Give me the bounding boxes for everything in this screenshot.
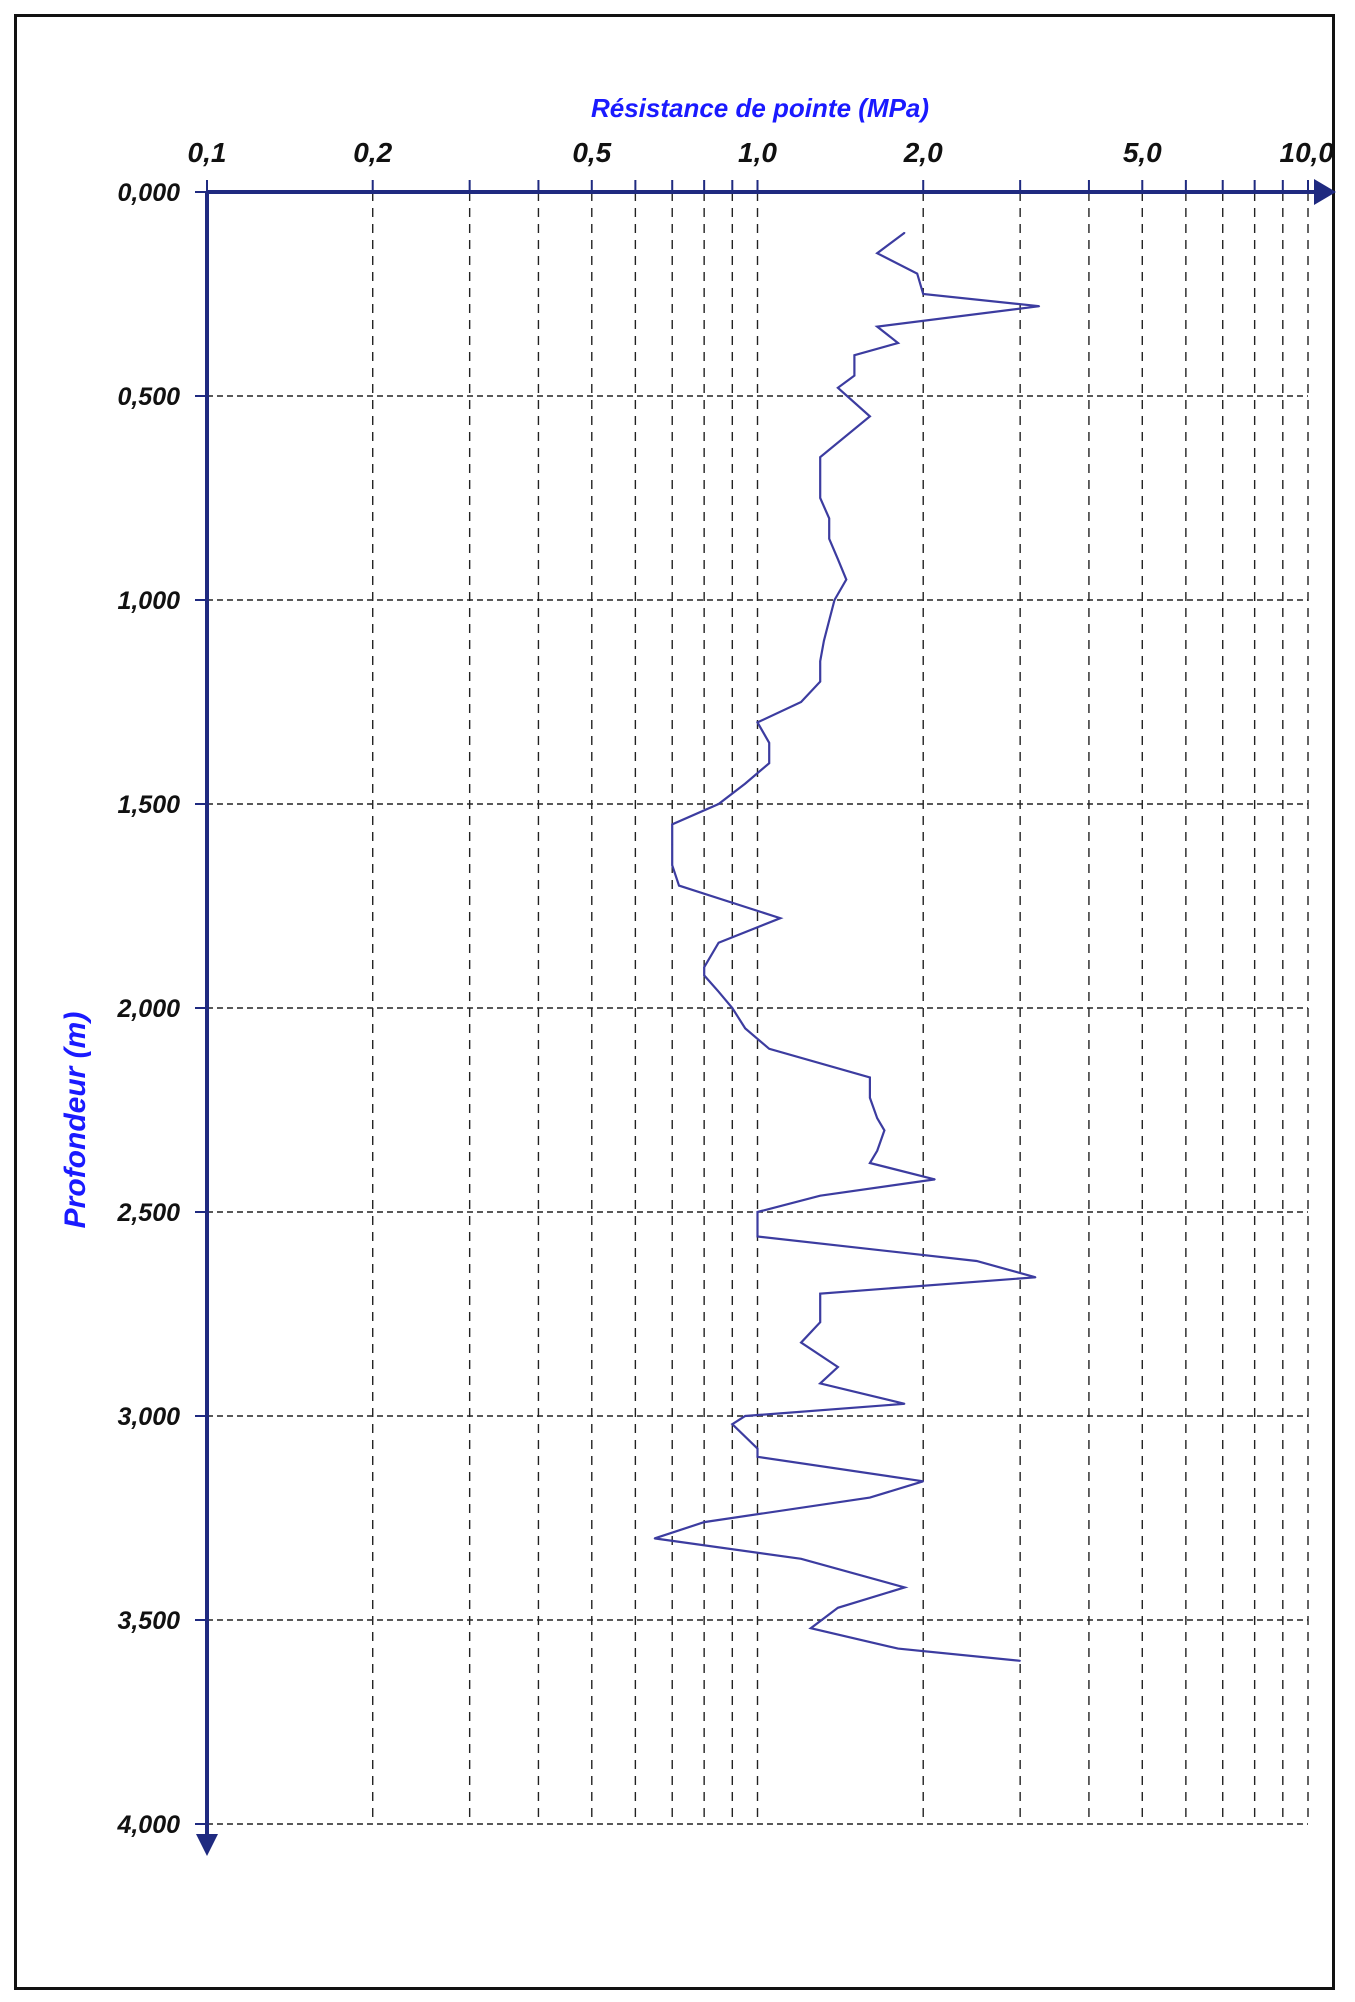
data-point xyxy=(833,599,836,601)
data-point xyxy=(768,742,770,744)
data-point xyxy=(922,1480,925,1483)
data-point xyxy=(837,387,839,389)
axes-layer xyxy=(196,179,1336,1856)
data-point xyxy=(768,1048,770,1050)
data-point xyxy=(897,342,899,344)
data-point xyxy=(819,1321,822,1323)
data-point xyxy=(756,721,759,724)
data-point xyxy=(828,538,831,540)
y-tick-label: 0,000 xyxy=(117,179,180,207)
x-tick-label: 2,0 xyxy=(903,137,943,168)
data-point xyxy=(869,1162,871,1164)
x-axis-arrow-icon xyxy=(1314,179,1336,205)
data-point xyxy=(717,941,720,944)
data-point xyxy=(837,1606,839,1609)
data-point xyxy=(903,232,906,234)
grid-layer xyxy=(207,192,1309,1825)
x-axis-title: Résistance de pointe (MPa) xyxy=(591,93,929,123)
data-point xyxy=(916,272,918,275)
data-point xyxy=(897,1647,899,1650)
data-point xyxy=(819,680,822,683)
data-point xyxy=(671,864,674,866)
data-point xyxy=(800,701,802,703)
x-tick-label: 1,0 xyxy=(738,137,777,168)
data-point xyxy=(853,354,856,357)
data-point xyxy=(744,1415,747,1417)
data-point xyxy=(1034,1276,1037,1279)
data-point xyxy=(853,374,856,377)
data-point xyxy=(883,1129,886,1132)
data-point xyxy=(837,558,839,560)
data-point xyxy=(823,640,825,642)
y-axis-title: Profondeur (m) xyxy=(59,1012,92,1229)
data-point xyxy=(876,1150,879,1152)
data-point xyxy=(810,1627,812,1629)
data-point xyxy=(819,660,822,662)
data-point xyxy=(800,1341,802,1344)
data-point xyxy=(934,1178,936,1181)
x-tick-label: 10,0 xyxy=(1280,137,1335,168)
data-point xyxy=(922,293,925,295)
data-point xyxy=(731,1007,734,1009)
y-tick-label: 3,000 xyxy=(117,1403,180,1431)
y-tick-label: 0,500 xyxy=(117,383,180,411)
data-point xyxy=(1019,1660,1021,1662)
data-point xyxy=(819,1382,822,1385)
data-point xyxy=(717,803,720,805)
data-point xyxy=(717,990,720,993)
data-point xyxy=(828,517,831,520)
data-point xyxy=(756,1456,759,1458)
x-tick-label: 0,5 xyxy=(572,137,611,168)
data-point xyxy=(869,415,871,418)
y-tick-label: 4,000 xyxy=(116,1811,180,1839)
x-tick-label: 0,2 xyxy=(353,137,392,168)
data-point xyxy=(703,974,705,977)
data-point xyxy=(845,578,848,581)
data-point xyxy=(671,823,674,826)
chart-frame xyxy=(14,14,1335,1990)
y-axis-arrow-icon xyxy=(196,1834,218,1856)
data-point xyxy=(744,1027,747,1030)
data-point xyxy=(876,325,879,328)
data-point xyxy=(869,1496,871,1499)
data-point xyxy=(744,782,747,785)
data-point xyxy=(756,1447,759,1450)
data-point xyxy=(876,1117,879,1119)
y-tick-label: 2,500 xyxy=(116,1199,180,1227)
data-point xyxy=(756,1211,759,1213)
data-point xyxy=(975,1260,978,1262)
y-tick-label: 3,500 xyxy=(117,1607,180,1635)
data-point xyxy=(869,1096,871,1099)
data-point xyxy=(1038,305,1041,308)
y-tick-label: 1,500 xyxy=(117,791,180,819)
data-point xyxy=(678,884,680,887)
data-point xyxy=(837,1366,839,1368)
data-point xyxy=(703,1521,705,1523)
data-point xyxy=(703,966,705,968)
data-point xyxy=(779,917,782,920)
data-point xyxy=(819,456,822,459)
series-layer xyxy=(653,231,1041,1662)
y-tick-label: 1,000 xyxy=(117,587,180,615)
data-point xyxy=(731,1423,734,1425)
tick-layer: 0,1 0,2 0,5 1,0 2,0 5,0 10,0 0,000 0,500 1,000 1,5… xyxy=(116,137,1334,1839)
data-point xyxy=(653,1537,656,1540)
data-point xyxy=(800,1558,802,1560)
series-line xyxy=(654,231,1040,1662)
data-point xyxy=(876,252,879,254)
y-tick-label: 2,000 xyxy=(116,995,180,1023)
data-point xyxy=(819,1292,822,1295)
x-tick-label: 0,1 xyxy=(188,137,227,168)
data-point xyxy=(756,1235,759,1238)
data-point xyxy=(819,1194,822,1197)
data-point xyxy=(903,1402,906,1405)
data-point xyxy=(819,497,822,499)
data-point xyxy=(903,1586,906,1589)
data-point xyxy=(671,844,674,846)
data-point xyxy=(828,619,831,622)
x-tick-label: 5,0 xyxy=(1123,137,1162,168)
data-point xyxy=(869,1076,871,1079)
data-point xyxy=(768,762,770,764)
